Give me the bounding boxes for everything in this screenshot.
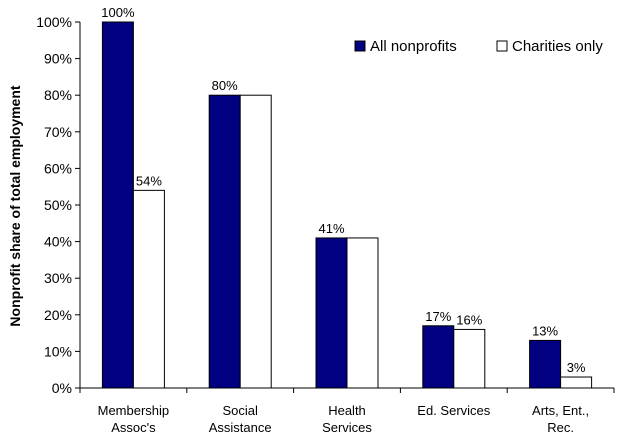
x-tick-label: Social <box>222 403 258 418</box>
bar-all-nonprofits <box>422 325 455 389</box>
x-tick-label: Assoc's <box>111 420 156 435</box>
data-label: 54% <box>136 173 162 188</box>
x-tick-label: Services <box>322 420 372 435</box>
data-label: 16% <box>456 312 482 327</box>
bar-charities-only <box>560 376 593 389</box>
y-tick-label: 50% <box>44 197 72 213</box>
bar-all-nonprofits <box>529 339 562 389</box>
y-tick-label: 90% <box>44 51 72 67</box>
data-label: 100% <box>101 5 135 20</box>
y-tick-label: 100% <box>36 14 72 30</box>
x-tick-label: Health <box>328 403 366 418</box>
legend-label-all-nonprofits: All nonprofits <box>370 38 457 55</box>
legend-swatch-all-nonprofits <box>354 40 366 52</box>
bar-all-nonprofits <box>208 94 241 389</box>
y-tick-label: 40% <box>44 234 72 250</box>
y-axis-label: Nonprofit share of total employment <box>7 85 23 326</box>
bar-charities-only <box>132 189 165 389</box>
bar-charities-only <box>239 94 272 389</box>
data-label: 41% <box>318 221 344 236</box>
legend-label-charities-only: Charities only <box>512 38 603 55</box>
x-tick-label: Membership <box>98 403 170 418</box>
y-tick-label: 0% <box>52 380 72 396</box>
y-tick-label: 10% <box>44 343 72 359</box>
legend: All nonprofits Charities only <box>354 38 603 55</box>
bar-charities-only <box>453 328 486 389</box>
y-tick-label: 20% <box>44 307 72 323</box>
y-tick-label: 30% <box>44 270 72 286</box>
y-tick-label: 70% <box>44 124 72 140</box>
data-label: 80% <box>212 78 238 93</box>
x-tick-label: Assistance <box>209 420 272 435</box>
bar-all-nonprofits <box>101 21 134 389</box>
y-tick-label: 60% <box>44 160 72 176</box>
plot-area: 0% 10% 20% 30% 40% 50% 60% 70% 80% 90% 100% 100% 54%… <box>36 5 615 435</box>
data-label: 3% <box>567 360 586 375</box>
bar-all-nonprofits <box>315 237 348 389</box>
data-label: 17% <box>425 309 451 324</box>
x-tick-label: Ed. Services <box>417 403 490 418</box>
y-tick-label: 80% <box>44 87 72 103</box>
legend-swatch-charities-only <box>496 40 508 52</box>
x-tick-label: Rec. <box>547 420 574 435</box>
data-label: 13% <box>532 323 558 338</box>
x-tick-label: Arts, Ent., <box>532 403 589 418</box>
bar-charities-only <box>346 237 379 389</box>
